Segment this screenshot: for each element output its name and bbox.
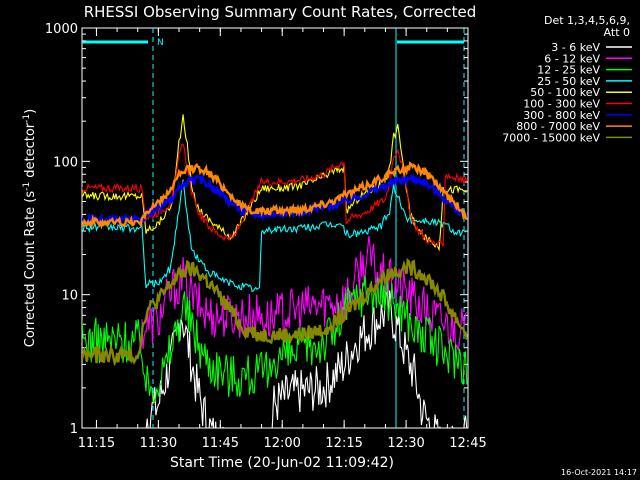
- series-line-7: [82, 161, 468, 230]
- y-axis-label-sup2: -1: [22, 114, 32, 123]
- x-tick-label-3: 12:00: [263, 436, 300, 451]
- legend-label-6: 300 - 800 keV: [523, 109, 600, 122]
- x-tick-label-6: 12:45: [449, 436, 486, 451]
- x-tick-label-0: 11:15: [78, 436, 115, 451]
- y-axis: 1 10 100 1000: [45, 22, 468, 437]
- series-line-1: [141, 235, 468, 351]
- legend-header-line1: Det 1,3,4,5,6,9,: [544, 14, 630, 27]
- night-marker-label: N: [157, 38, 164, 48]
- y-axis-label-sup: -1: [22, 182, 32, 191]
- legend-label-7: 800 - 7000 keV: [516, 120, 600, 133]
- legend-label-0: 3 - 6 keV: [551, 41, 600, 54]
- y-tick-label-0: 1: [70, 422, 78, 437]
- y-axis-label-end: ): [23, 109, 38, 114]
- series-line-0: [145, 290, 468, 428]
- series-layer: [82, 114, 468, 428]
- series-line-3: [82, 179, 467, 293]
- series-line-5: [82, 143, 468, 247]
- x-tick-label-2: 11:45: [202, 436, 239, 451]
- legend-label-2: 12 - 25 keV: [537, 64, 600, 77]
- plot-area: [81, 27, 469, 429]
- chart-title: RHESSI Observing Summary Count Rates, Co…: [84, 3, 477, 21]
- legend-header-line2: Att 0: [604, 26, 630, 39]
- series-line-8: [82, 257, 468, 367]
- plot-frame: [81, 27, 469, 429]
- legend-label-4: 50 - 100 keV: [530, 86, 600, 99]
- y-axis-label-mid: detector: [23, 122, 38, 182]
- series-line-2: [82, 274, 468, 404]
- x-tick-label-5: 12:30: [387, 436, 424, 451]
- x-tick-label-4: 12:15: [325, 436, 362, 451]
- y-tick-label-1: 10: [61, 289, 78, 304]
- legend-label-1: 6 - 12 keV: [544, 52, 600, 65]
- legend-label-5: 100 - 300 keV: [523, 98, 600, 111]
- x-axis: 11:15 11:30 11:45 12:00 12:15 12:30 12:45: [78, 28, 487, 451]
- timestamp: 16-Oct-2021 14:17: [561, 468, 637, 477]
- y-tick-label-2: 100: [53, 155, 78, 170]
- x-axis-label: Start Time (20-Jun-02 11:09:42): [170, 455, 394, 471]
- y-tick-label-3: 1000: [45, 22, 78, 37]
- x-tick-label-1: 11:30: [140, 436, 177, 451]
- y-axis-label-start: Corrected Count Rate (s: [23, 191, 38, 348]
- series-line-4: [82, 114, 467, 252]
- legend-label-3: 25 - 50 keV: [537, 75, 600, 88]
- y-axis-label: Corrected Count Rate (s-1 detector-1): [22, 109, 38, 347]
- legend-label-8: 7000 - 15000 keV: [502, 131, 600, 144]
